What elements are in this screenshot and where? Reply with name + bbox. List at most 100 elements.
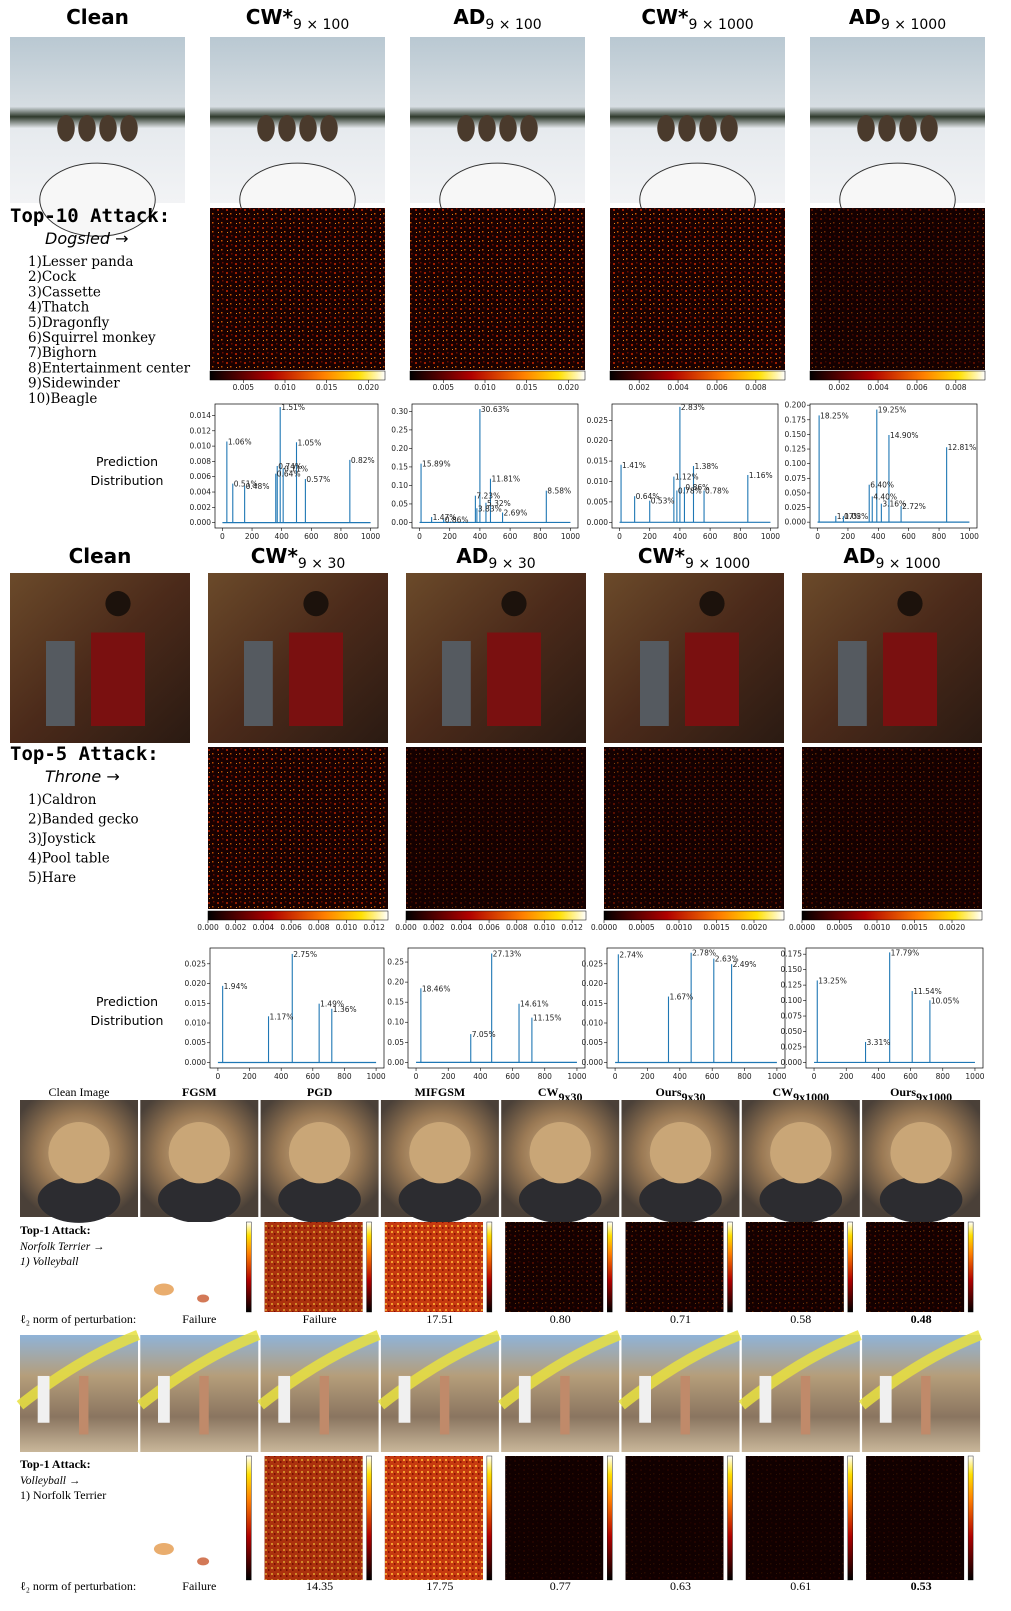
player (199, 1376, 208, 1435)
colorbar-tick-label: 0.015 (316, 383, 338, 392)
y-tick-label: 0.100 (781, 996, 803, 1005)
dog (278, 115, 296, 142)
adversarial-image (622, 1335, 740, 1452)
peak-label: 1.38% (694, 462, 718, 471)
y-tick-label: 0.020 (582, 979, 604, 988)
peak-label: 1.05% (298, 438, 322, 447)
norm-value: 0.77 (550, 1579, 571, 1593)
dog-head (890, 1122, 951, 1183)
colorbar-tick-label: 0.0010 (864, 923, 890, 932)
peak-label: 0.78% (705, 486, 729, 495)
x-tick-label: 400 (871, 532, 886, 541)
y-tick-label: 0.005 (587, 497, 609, 506)
header-text: CW* (638, 544, 686, 568)
dog (78, 115, 96, 142)
norm-value: 17.51 (426, 1312, 453, 1326)
header-subscript: 9 × 30 (488, 556, 535, 572)
x-tick-label: 1000 (561, 532, 580, 541)
heatmap (626, 1456, 724, 1580)
x-tick-label: 400 (274, 1072, 289, 1081)
y-tick-label: 0.000 (781, 1058, 803, 1067)
x-tick-label: 1000 (960, 532, 979, 541)
y-tick-label: 0.010 (582, 1019, 604, 1028)
dog-head (650, 1122, 711, 1183)
y-tick-label: 0.025 (582, 959, 604, 968)
colorbar (848, 1456, 853, 1580)
adversarial-image (862, 1100, 980, 1223)
header-subscript: 9 × 30 (298, 556, 345, 572)
x-tick-label: 400 (673, 532, 688, 541)
colorbar (610, 371, 785, 380)
x-tick-label: 800 (538, 1072, 553, 1081)
norm-value: 0.53 (911, 1579, 932, 1593)
peak-label: 30.63% (481, 405, 510, 414)
peak-label: 0.53% (651, 497, 675, 506)
x-tick-label: 1000 (361, 532, 380, 541)
colorbar (968, 1222, 973, 1312)
dog-head (169, 1122, 230, 1183)
adversarial-image (604, 573, 784, 743)
target-class: 1) Volleyball (20, 1256, 78, 1268)
figure: CleanCW*9 × 100AD9 × 100CW*9 × 1000AD9 ×… (0, 0, 1011, 1611)
peak-label: 2.74% (619, 950, 643, 959)
y-tick-label: 0.015 (587, 457, 609, 466)
x-tick-label: 200 (643, 532, 658, 541)
bust (897, 591, 922, 616)
y-tick-label: 0.002 (190, 503, 212, 512)
colorbar-tick-label: 0.008 (506, 923, 528, 932)
dog (320, 115, 338, 142)
norm-label: ℓ₂ norm of perturbation: (20, 1312, 136, 1326)
target-class: 3)Joystick (28, 831, 96, 847)
header-text: PGD (307, 1085, 333, 1099)
plot-frame (408, 948, 585, 1068)
dog (478, 115, 496, 142)
y-tick-label: 0.010 (190, 442, 212, 451)
dog (699, 115, 717, 142)
peak-label: 1.41% (622, 461, 646, 470)
colorbar-tick-label: 0.006 (478, 923, 500, 932)
player (399, 1376, 411, 1423)
header-text: Clean (66, 5, 129, 29)
bust (699, 591, 724, 616)
player (681, 1376, 690, 1435)
bust (501, 591, 526, 616)
dog (857, 115, 875, 142)
adversarial-image (501, 1335, 619, 1452)
player (921, 1376, 930, 1435)
x-tick-label: 200 (245, 532, 260, 541)
colorbar-tick-label: 0.0000 (591, 923, 617, 932)
header-text: CW (772, 1085, 793, 1099)
peak-label: 0.78% (678, 486, 702, 495)
column-header: CW*9 × 30 (251, 544, 346, 572)
y-tick-label: 0.008 (190, 457, 212, 466)
y-tick-label: 0.175 (781, 950, 803, 959)
y-tick-label: 0.175 (785, 415, 807, 424)
target-class: 2)Cock (28, 269, 77, 285)
colorbar (246, 1222, 251, 1312)
colorbar-tick-label: 0.008 (945, 383, 967, 392)
header-text: CW* (246, 5, 294, 29)
person (244, 641, 273, 726)
x-tick-label: 200 (839, 1072, 854, 1081)
y-tick-label: 0.100 (785, 459, 807, 468)
column-header: Clean Image (49, 1085, 110, 1099)
y-tick-label: 0.005 (185, 1038, 207, 1047)
attack-title: Top-1 Attack: (20, 1457, 91, 1471)
x-tick-label: 200 (640, 1072, 655, 1081)
adversarial-image (862, 1335, 980, 1452)
norm-value: 0.71 (670, 1312, 691, 1326)
peak-label: 7.05% (472, 1030, 496, 1039)
colorbar (410, 371, 585, 380)
x-tick-label: 200 (441, 1072, 456, 1081)
x-tick-label: 400 (871, 1072, 886, 1081)
player (38, 1376, 50, 1423)
norm-value: 14.35 (306, 1579, 333, 1593)
x-tick-label: 400 (473, 532, 488, 541)
peak-label: 12.81% (948, 443, 977, 452)
plot-frame (607, 948, 785, 1068)
peak-label: 1.06% (228, 438, 252, 447)
bust (303, 591, 328, 616)
dog (257, 115, 275, 142)
adversarial-image (610, 37, 785, 236)
y-tick-label: 0.050 (781, 1027, 803, 1036)
